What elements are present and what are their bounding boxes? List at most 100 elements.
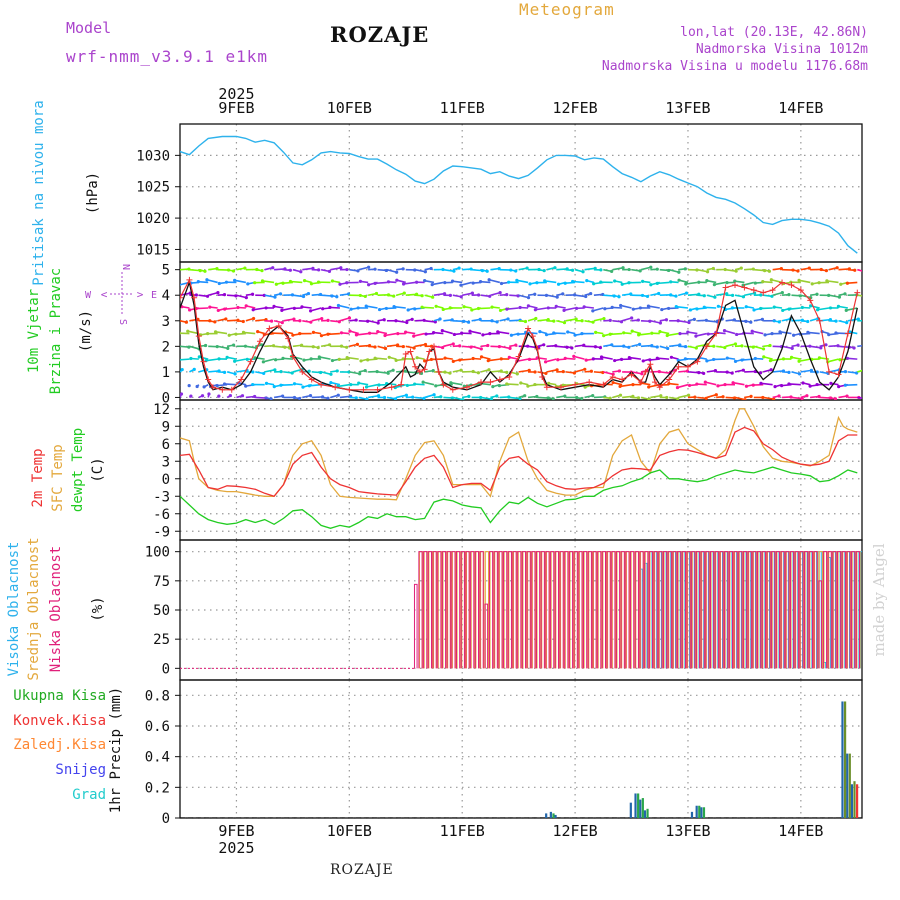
pressure-unit-label: (hPa) xyxy=(85,172,101,214)
wind-arrow-head xyxy=(373,267,377,271)
wind-arrow-head xyxy=(364,385,369,389)
wind-arrow-head xyxy=(505,382,509,386)
wind-arrow-head xyxy=(292,306,296,310)
wind-direction-arrow xyxy=(471,268,483,272)
wind-arrow-head xyxy=(308,394,313,398)
wind-gust-marker xyxy=(416,368,423,375)
wind-axis-label-1: 10m Vjetar xyxy=(26,289,42,373)
wind-arrow-head xyxy=(526,296,531,300)
wind-arrow-head xyxy=(448,293,452,297)
y-tick-label: 0.2 xyxy=(145,780,170,796)
wind-arrow-head xyxy=(695,307,699,311)
wind-arrow-head xyxy=(825,279,829,283)
wind-arrow-head xyxy=(618,393,623,397)
wind-arrow-head xyxy=(373,356,377,360)
y-tick-label: 4 xyxy=(162,288,170,304)
wind-direction-arrow xyxy=(338,304,350,309)
wind-arrow-head xyxy=(760,317,764,321)
wind-arrow-head xyxy=(649,283,653,287)
wind-arrow-head xyxy=(301,385,305,389)
wind-gust-marker xyxy=(586,379,593,386)
low-cloud-bar xyxy=(851,551,856,669)
wind-direction-arrow xyxy=(414,383,425,386)
wind-arrow-head xyxy=(843,383,847,387)
wind-arrow-head xyxy=(518,305,522,310)
low-cloud-bar xyxy=(757,551,762,669)
low-cloud-bar xyxy=(728,551,734,669)
wind-arrow-head xyxy=(192,367,196,371)
wind-arrow-head xyxy=(583,367,587,371)
wind-arrow-head xyxy=(421,380,425,384)
wind-arrow-head xyxy=(355,342,360,346)
low-cloud-bar xyxy=(747,551,752,669)
bottom-date-label: 12FEB xyxy=(553,822,598,840)
wind-arrow-head xyxy=(441,345,445,350)
wind-arrow-head xyxy=(462,305,466,309)
wind-arrow-head xyxy=(383,333,387,338)
wind-arrow-head xyxy=(281,281,285,285)
wind-arrow-head xyxy=(797,359,801,363)
wind-arrow-head xyxy=(721,395,725,399)
wind-arrow-head xyxy=(806,319,810,324)
low-cloud-bar xyxy=(437,551,442,669)
precip-bar-snijeg xyxy=(549,811,552,818)
y-tick-label: 3 xyxy=(162,454,170,470)
low-cloud-bar xyxy=(705,551,710,669)
wind-arrow-head xyxy=(197,355,201,359)
dewpoint-line xyxy=(180,466,858,529)
wind-direction-arrow xyxy=(788,307,801,310)
wind-arrow-head xyxy=(458,358,462,362)
wind-direction-arrow xyxy=(271,332,284,335)
wind-arrow-head xyxy=(716,304,720,308)
wind-gust-marker xyxy=(539,374,546,380)
wind-gust-marker xyxy=(256,338,263,345)
wind-direction-arrow xyxy=(772,291,783,296)
wind-direction-arrow xyxy=(827,358,839,363)
low-cloud-bar xyxy=(474,551,480,669)
wind-arrow-head xyxy=(216,291,220,295)
wind-direction-arrow xyxy=(584,267,596,271)
wind-arrow-head xyxy=(470,291,475,295)
wind-arrow-head xyxy=(561,292,565,296)
wind-arrow-head xyxy=(759,371,763,375)
wind-direction-arrow xyxy=(781,345,793,350)
wind-gust-marker xyxy=(572,381,579,388)
wind-arrow-head xyxy=(486,359,490,363)
wind-arrow-head xyxy=(320,316,324,321)
wind-direction-arrow xyxy=(629,356,642,360)
wind-arrow-head xyxy=(367,265,371,269)
wind-arrow-head xyxy=(638,269,642,273)
wind-arrow-head xyxy=(338,282,342,286)
low-cloud-bar xyxy=(634,551,639,669)
wind-arrow-head xyxy=(458,344,462,348)
wind-direction-arrow xyxy=(819,357,830,360)
wind-arrow-head xyxy=(702,305,706,309)
wind-direction-arrow xyxy=(506,307,519,310)
wind-arrow-head xyxy=(561,370,565,374)
wind-direction-arrow xyxy=(621,317,632,322)
wind-arrow-head xyxy=(383,346,388,351)
wind-direction-arrow xyxy=(452,396,464,400)
wind-arrow-head xyxy=(487,368,491,372)
wind-direction-arrow xyxy=(603,371,614,376)
wind-direction-arrow xyxy=(516,358,529,363)
wind-arrow-head xyxy=(470,308,474,312)
wind-direction-arrow xyxy=(386,268,397,274)
wind-arrow-head xyxy=(759,293,763,297)
wind-arrow-head xyxy=(772,305,776,309)
wind-direction-arrow xyxy=(762,280,773,284)
wind-arrow-head xyxy=(228,393,232,398)
wind-arrow-head xyxy=(740,344,744,348)
wind-arrow-head xyxy=(180,284,181,287)
wind-direction-arrow xyxy=(396,319,407,324)
wind-direction-arrow xyxy=(283,318,295,322)
wind-direction-arrow xyxy=(442,329,454,335)
low-cloud-bar xyxy=(582,551,588,669)
wind-arrow-head xyxy=(787,382,791,386)
wind-arrow-head xyxy=(687,320,691,325)
wind-direction-arrow xyxy=(572,280,585,284)
wind-direction-arrow xyxy=(659,371,671,375)
wind-arrow-head xyxy=(330,279,335,283)
wind-direction-arrow xyxy=(565,318,577,322)
model-elevation: Nadmorska Visina u modelu 1176.68m xyxy=(601,59,868,74)
